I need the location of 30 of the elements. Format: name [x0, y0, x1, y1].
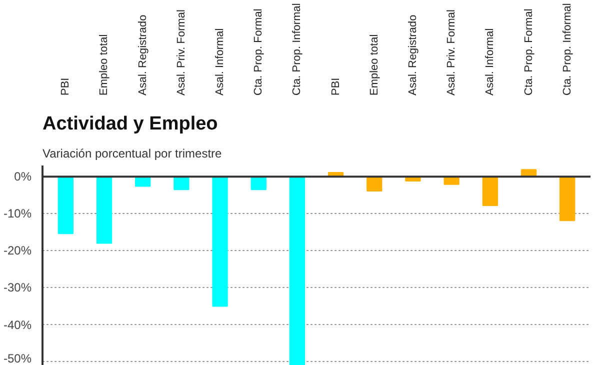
y-tick-label: -50%: [3, 352, 32, 365]
x-tick-label: Asal. Priv. Formal: [446, 10, 458, 96]
y-tick-label: -30%: [3, 280, 32, 295]
bar: [174, 176, 190, 190]
x-tick-label: PBI: [330, 78, 342, 96]
chart-title: Actividad y Empleo: [42, 114, 218, 134]
x-tick-label: Empleo total: [98, 34, 110, 96]
y-tick-label: -20%: [3, 244, 32, 258]
x-tick-label: Cta. Prop. Informal: [561, 3, 574, 96]
x-tick-label: Asal. Priv. Formal: [175, 10, 188, 96]
bar: [289, 176, 306, 365]
bar: [96, 176, 112, 244]
bar: [212, 176, 228, 307]
chart-subtitle: Variación porcentual por trimestre: [42, 146, 222, 160]
bar: [58, 176, 74, 234]
x-tick-label: Empleo total: [368, 34, 380, 96]
x-tick-label: Asal. Registrado: [136, 14, 149, 96]
y-tick-label: -10%: [3, 206, 32, 221]
bar: [366, 176, 382, 192]
x-tick-label: Cta. Prop. Informal: [291, 3, 304, 96]
bar: [482, 176, 498, 206]
x-tick-label: Asal. Registrado: [406, 14, 419, 96]
bar: [560, 176, 576, 222]
x-tick-label: Cta. Prop. Formal: [252, 8, 265, 96]
y-tick-label: -40%: [3, 318, 32, 332]
y-tick-label: 0%: [14, 170, 32, 184]
x-tick-label: Asal. Informal: [484, 28, 496, 96]
x-tick-label: Cta. Prop. Formal: [522, 8, 535, 96]
x-tick-label: Asal. Informal: [214, 28, 226, 96]
x-tick-label: PBI: [60, 78, 72, 96]
